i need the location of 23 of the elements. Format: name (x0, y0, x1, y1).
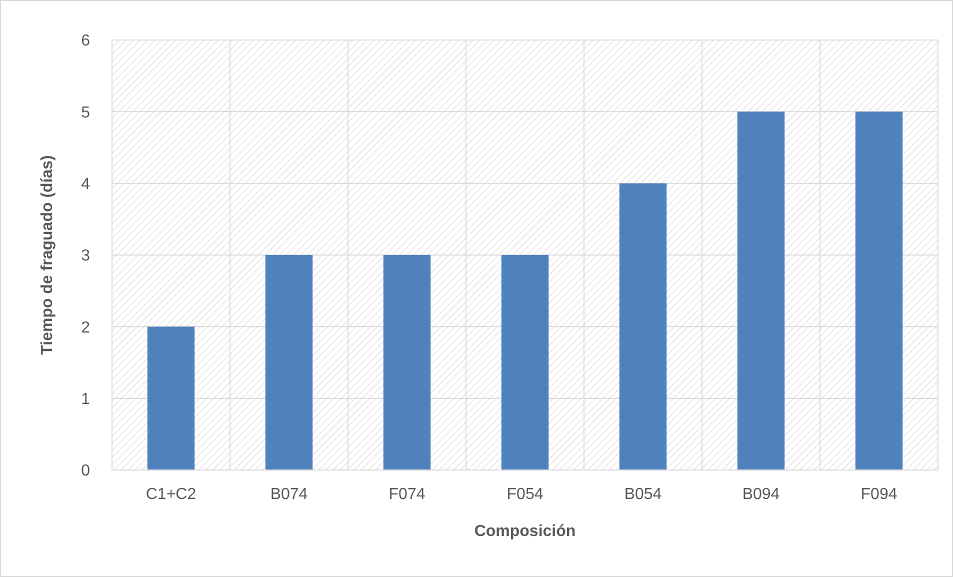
x-tick-label: F094 (860, 486, 898, 503)
x-axis-title: Composición (474, 523, 576, 540)
y-tick-label: 4 (81, 176, 90, 193)
x-tick-label: C1+C2 (146, 486, 196, 503)
y-tick-label: 1 (81, 390, 90, 408)
bar (265, 255, 313, 470)
bar (619, 183, 667, 470)
bar (737, 112, 785, 470)
bar (501, 255, 549, 470)
y-tick-label: 6 (81, 32, 90, 50)
y-tick-label: 2 (81, 319, 90, 336)
y-tick-label: 0 (81, 462, 90, 480)
bar (383, 255, 431, 470)
x-tick-label: B094 (742, 486, 780, 503)
y-axis-title: Tiempo de fraguado (días) (39, 155, 56, 355)
x-tick-label: F074 (388, 486, 426, 503)
y-tick-label: 3 (81, 248, 90, 265)
x-tick-label: B074 (270, 486, 308, 503)
x-tick-label: F054 (506, 486, 544, 503)
y-tick-label: 5 (81, 104, 90, 122)
bar (855, 112, 903, 470)
bar (147, 326, 195, 470)
x-tick-label: B054 (624, 486, 662, 503)
